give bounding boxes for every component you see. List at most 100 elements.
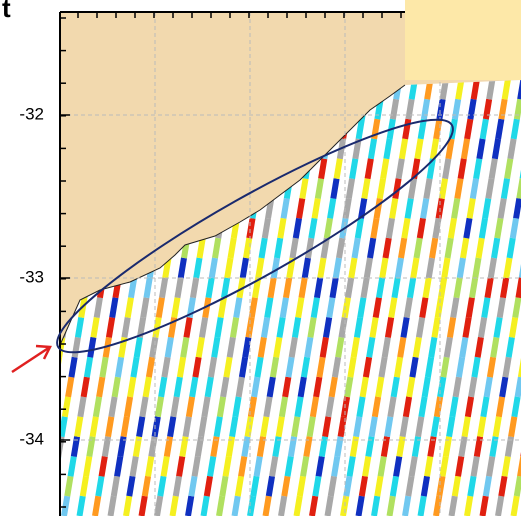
track-segment [305, 237, 315, 259]
track-segment [0, 139, 2, 159]
track-segment [482, 197, 492, 219]
track-segment [171, 297, 181, 319]
track-segment [322, 317, 333, 338]
track-segment [0, 318, 3, 338]
track-segment [24, 456, 27, 476]
track-segment [60, 178, 61, 199]
track-segment [436, 475, 446, 497]
track-segment [36, 198, 39, 218]
track-segment [205, 277, 215, 299]
track-segment [465, 297, 475, 319]
track-segment [283, 277, 293, 299]
track-segment [262, 495, 272, 516]
track-segment [354, 217, 364, 239]
track-segment [92, 495, 102, 516]
track-segment [471, 356, 481, 378]
track-segment [121, 317, 131, 338]
track-segment [422, 277, 432, 299]
track-segment [238, 455, 248, 477]
track-segment [35, 298, 38, 318]
track-segment [247, 495, 257, 516]
track-segment [277, 217, 287, 239]
track-segment [498, 98, 508, 120]
track-segment [46, 40, 49, 60]
track-segment [207, 455, 217, 477]
track-segment [424, 455, 434, 477]
track-segment [421, 376, 431, 398]
track-segment [317, 257, 327, 279]
track-segment [324, 495, 334, 516]
track-segment [190, 277, 200, 299]
track-segment [426, 158, 436, 180]
track-segment [128, 277, 138, 299]
track-segment [14, 238, 17, 258]
track-segment [174, 277, 184, 299]
track-segment [373, 197, 383, 219]
track-segment [269, 356, 280, 378]
track-segment [260, 317, 271, 338]
track-segment [34, 20, 37, 40]
track-segment [15, 40, 18, 60]
track-segment [318, 158, 328, 180]
track-segment [372, 297, 382, 319]
track-segment [254, 356, 264, 378]
track-segment [257, 336, 267, 358]
track-segment [5, 476, 8, 496]
track-segment [14, 139, 17, 159]
track-segment [467, 98, 477, 120]
track-segment [322, 416, 332, 438]
track-segment [484, 277, 494, 299]
track-segment [513, 197, 521, 219]
track-segment [353, 317, 364, 338]
track-segment [208, 257, 218, 279]
track-segment [495, 118, 505, 140]
track-segment [393, 455, 403, 477]
track-segment [173, 376, 183, 398]
track-segment [76, 495, 86, 516]
track-segment [49, 397, 52, 417]
track-segment [279, 297, 289, 319]
track-segment [278, 495, 288, 516]
track-segment [444, 237, 454, 259]
track-segment [11, 159, 14, 179]
track-segment [126, 475, 136, 497]
track-segment [285, 356, 295, 378]
track-segment [440, 356, 450, 378]
track-segment [251, 376, 261, 398]
track-segment [448, 495, 458, 516]
track-segment [463, 217, 473, 239]
track-segment [335, 336, 345, 358]
track-segment [19, 298, 22, 318]
track-segment [513, 98, 521, 120]
track-segment [233, 297, 243, 319]
track-segment [509, 217, 519, 239]
track-segment [331, 455, 341, 477]
track-segment [308, 217, 318, 239]
track-segment [241, 436, 251, 457]
track-segment [242, 336, 252, 358]
track-segment [483, 376, 493, 398]
track-segment [124, 297, 134, 319]
track-segment [486, 455, 496, 477]
track-segment [79, 475, 89, 497]
track-segment [457, 158, 467, 180]
track-segment [67, 455, 77, 477]
track-segment [2, 119, 5, 139]
track-segment [17, 218, 20, 238]
track-segment [363, 257, 373, 279]
track-segment [329, 277, 339, 299]
track-segment [83, 356, 94, 378]
track-segment [330, 178, 340, 199]
track-segment [129, 455, 139, 477]
legend-box [405, 0, 521, 80]
track-segment [433, 118, 443, 140]
track-segment [47, 318, 50, 338]
track-segment [456, 257, 466, 279]
track-segment [428, 336, 438, 358]
track-segment [486, 356, 497, 378]
track-segment [9, 357, 12, 377]
track-segment [446, 317, 457, 338]
track-segment [468, 376, 478, 398]
track-segment [31, 40, 34, 60]
track-segment [389, 475, 399, 497]
